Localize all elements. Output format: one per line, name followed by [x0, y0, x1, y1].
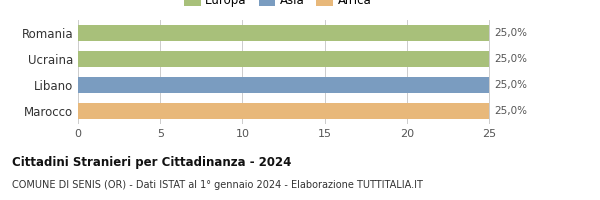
Text: 25,0%: 25,0%: [494, 54, 527, 64]
Bar: [78, 103, 489, 119]
Text: 25,0%: 25,0%: [494, 80, 527, 90]
Bar: [78, 77, 489, 93]
Bar: [78, 25, 489, 41]
Bar: [78, 51, 489, 67]
Text: COMUNE DI SENIS (OR) - Dati ISTAT al 1° gennaio 2024 - Elaborazione TUTTITALIA.I: COMUNE DI SENIS (OR) - Dati ISTAT al 1° …: [12, 180, 423, 190]
Text: Cittadini Stranieri per Cittadinanza - 2024: Cittadini Stranieri per Cittadinanza - 2…: [12, 156, 292, 169]
Text: 25,0%: 25,0%: [494, 106, 527, 116]
Legend: Europa, Asia, Africa: Europa, Asia, Africa: [179, 0, 376, 12]
Text: 25,0%: 25,0%: [494, 28, 527, 38]
